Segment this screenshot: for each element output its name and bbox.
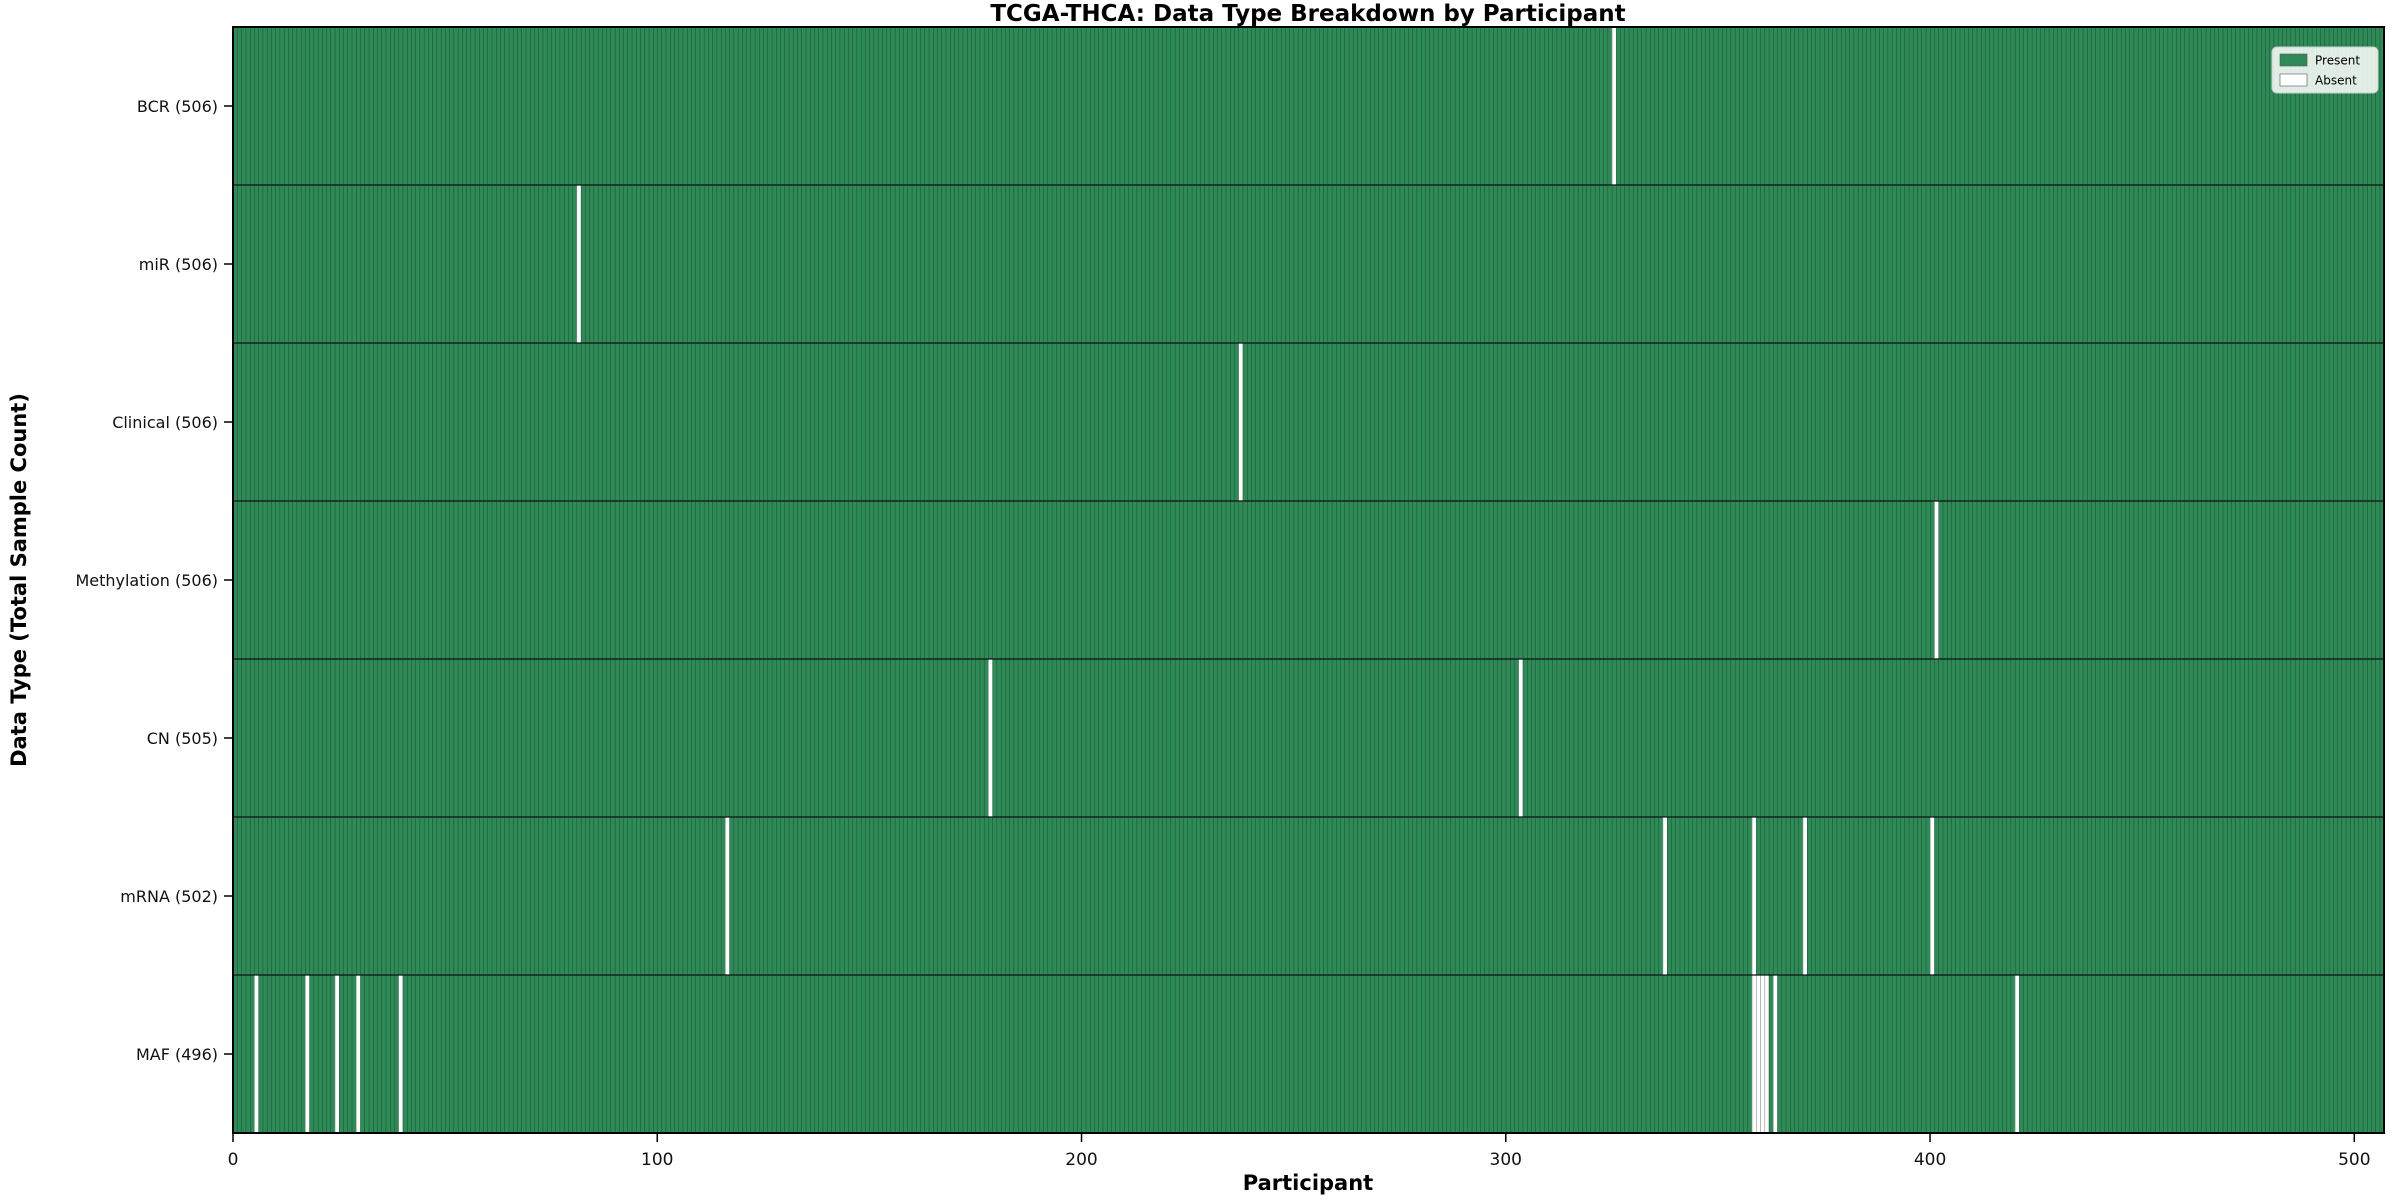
x-tick-label: 300 xyxy=(1490,1150,1522,1170)
y-tick-label: Clinical (506) xyxy=(112,413,218,432)
y-axis-label: Data Type (Total Sample Count) xyxy=(7,393,31,767)
chart-title: TCGA-THCA: Data Type Breakdown by Partic… xyxy=(990,1,1625,27)
legend: Present Absent xyxy=(2271,46,2379,94)
plot-area xyxy=(232,26,2385,1134)
legend-swatch-present xyxy=(2279,53,2308,67)
legend-label-absent: Absent xyxy=(2315,74,2357,88)
bar-edge-texture xyxy=(233,27,2384,1133)
x-tick-label: 200 xyxy=(1065,1150,1097,1170)
x-tick-label: 100 xyxy=(641,1150,673,1170)
x-axis-label: Participant xyxy=(1243,1171,1373,1195)
y-tick-label: miR (506) xyxy=(139,255,218,274)
x-tick-label: 500 xyxy=(2338,1150,2370,1170)
x-tick-label: 0 xyxy=(228,1150,239,1170)
legend-swatch-absent xyxy=(2279,73,2308,87)
y-tick-label: BCR (506) xyxy=(137,97,218,116)
y-tick-label: MAF (496) xyxy=(136,1045,218,1064)
y-tick-label: mRNA (502) xyxy=(120,887,218,906)
y-tick-label: CN (505) xyxy=(147,729,218,748)
axes: 0 100 200 300 400 500 BCR (506) miR (506) Clinic… xyxy=(75,97,2370,1170)
x-tick-label: 400 xyxy=(1914,1150,1946,1170)
legend-label-present: Present xyxy=(2315,54,2360,68)
y-tick-label: Methylation (506) xyxy=(75,571,218,590)
